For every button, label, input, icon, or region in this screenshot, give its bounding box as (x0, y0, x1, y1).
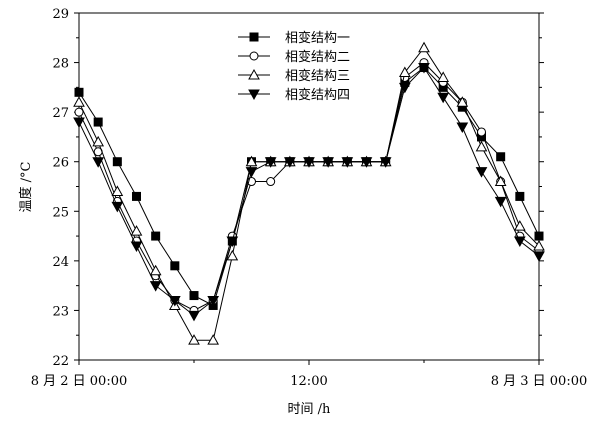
series-4-point-9 (245, 167, 258, 178)
y-tick-label-1: 23 (52, 304, 69, 319)
y-axis-label: 温度 /°C (18, 161, 34, 212)
series-3-point-22 (494, 175, 507, 187)
series-3-point-2 (111, 185, 124, 196)
series-2-point-10 (266, 177, 276, 187)
series-4-point-19 (437, 92, 450, 104)
series-4-point-24 (533, 251, 545, 262)
y-tick-label-5: 27 (52, 106, 69, 121)
series-4-point-2 (111, 201, 124, 213)
series-4-point-1 (92, 157, 105, 168)
legend-item-1: 相变结构一 (238, 30, 350, 46)
series-3-point-3 (130, 225, 143, 236)
series-4-point-20 (456, 122, 469, 134)
series-4-point-23 (513, 236, 526, 248)
series-4-point-16 (379, 157, 392, 168)
x-tick-label-1: 12:00 (290, 374, 327, 389)
x-axis-label: 时间 /h (288, 402, 332, 417)
series-3-point-24 (533, 239, 545, 251)
series-2-point-21 (477, 127, 486, 137)
legend-item-4: 相变结构四 (238, 87, 350, 103)
series-3-point-21 (475, 140, 488, 152)
y-tick-label-3: 25 (52, 205, 69, 220)
series-1-point-4 (151, 231, 161, 241)
x-tick-label-0: 8 月 2 日 00:00 (31, 374, 128, 389)
legend-item-3: 相变结构三 (238, 68, 350, 84)
series-3-point-8 (226, 249, 239, 261)
series-4-point-3 (130, 241, 143, 253)
series-4-point-22 (494, 196, 507, 208)
series-3-point-7 (207, 334, 220, 345)
series-4-point-13 (322, 157, 335, 168)
series-4-point-15 (360, 157, 373, 168)
series-2-point-0 (74, 107, 84, 117)
legend-marker-2 (249, 51, 259, 61)
series-1-point-2 (112, 157, 122, 167)
series-4-point-8 (226, 236, 239, 248)
series-1-point-6 (189, 291, 199, 301)
series-3-point-6 (188, 334, 200, 345)
legend-label-1: 相变结构一 (285, 30, 350, 46)
y-tick-label-4: 26 (52, 156, 69, 171)
series-3-point-18 (418, 41, 430, 53)
series-4 (73, 63, 545, 322)
series-4-point-10 (264, 157, 277, 168)
legend-marker-1 (249, 32, 259, 42)
y-tick-label-2: 24 (52, 255, 69, 270)
series-4-point-6 (188, 310, 200, 322)
series-4-point-4 (149, 281, 162, 292)
series-1-point-5 (170, 261, 180, 271)
series-4-point-0 (73, 117, 85, 129)
y-tick-label-0: 22 (52, 354, 69, 369)
series-4-point-11 (283, 157, 296, 168)
series-4-point-18 (418, 63, 430, 74)
y-axis-ticks: 22 23 24 25 26 27 28 29 (52, 7, 544, 369)
legend-label-4: 相变结构四 (285, 87, 350, 103)
series-1-point-0 (74, 87, 84, 97)
y-tick-label-6: 28 (52, 57, 69, 72)
x-tick-label-2: 8 月 3 日 00:00 (491, 374, 588, 389)
series-1-point-24 (534, 231, 544, 241)
plot-frame (78, 12, 540, 361)
legend-item-2: 相变结构二 (238, 49, 350, 65)
legend-label-3: 相变结构三 (285, 68, 350, 84)
series-4-point-5 (168, 296, 181, 307)
x-axis-ticks: 8 月 2 日 00:00 12:00 8 月 3 日 00:00 (31, 360, 588, 389)
series-layer (73, 41, 545, 345)
series-3-point-23 (513, 220, 526, 231)
y-tick-label-7: 29 (52, 7, 69, 22)
legend-marker-4 (248, 89, 260, 101)
series-4-point-12 (303, 157, 315, 168)
series-1-point-3 (132, 191, 141, 201)
series-3-point-4 (149, 264, 162, 276)
legend-marker-3 (248, 68, 260, 80)
series-1-point-23 (515, 191, 525, 201)
series-4-point-7 (207, 296, 220, 307)
series-3-point-9 (245, 155, 258, 167)
series-4-point-17 (398, 82, 411, 94)
series-4-line (78, 66, 540, 317)
series-3-point-17 (398, 66, 411, 77)
series-4-point-21 (475, 167, 488, 178)
series-4-point-14 (341, 157, 354, 168)
series-3-point-0 (73, 96, 85, 107)
series-1-point-22 (496, 152, 506, 162)
series-3-point-20 (456, 96, 469, 107)
series-3-point-1 (92, 135, 105, 147)
legend-label-2: 相变结构二 (285, 49, 350, 65)
series-1-point-1 (93, 117, 103, 127)
series-3-point-19 (437, 71, 450, 82)
